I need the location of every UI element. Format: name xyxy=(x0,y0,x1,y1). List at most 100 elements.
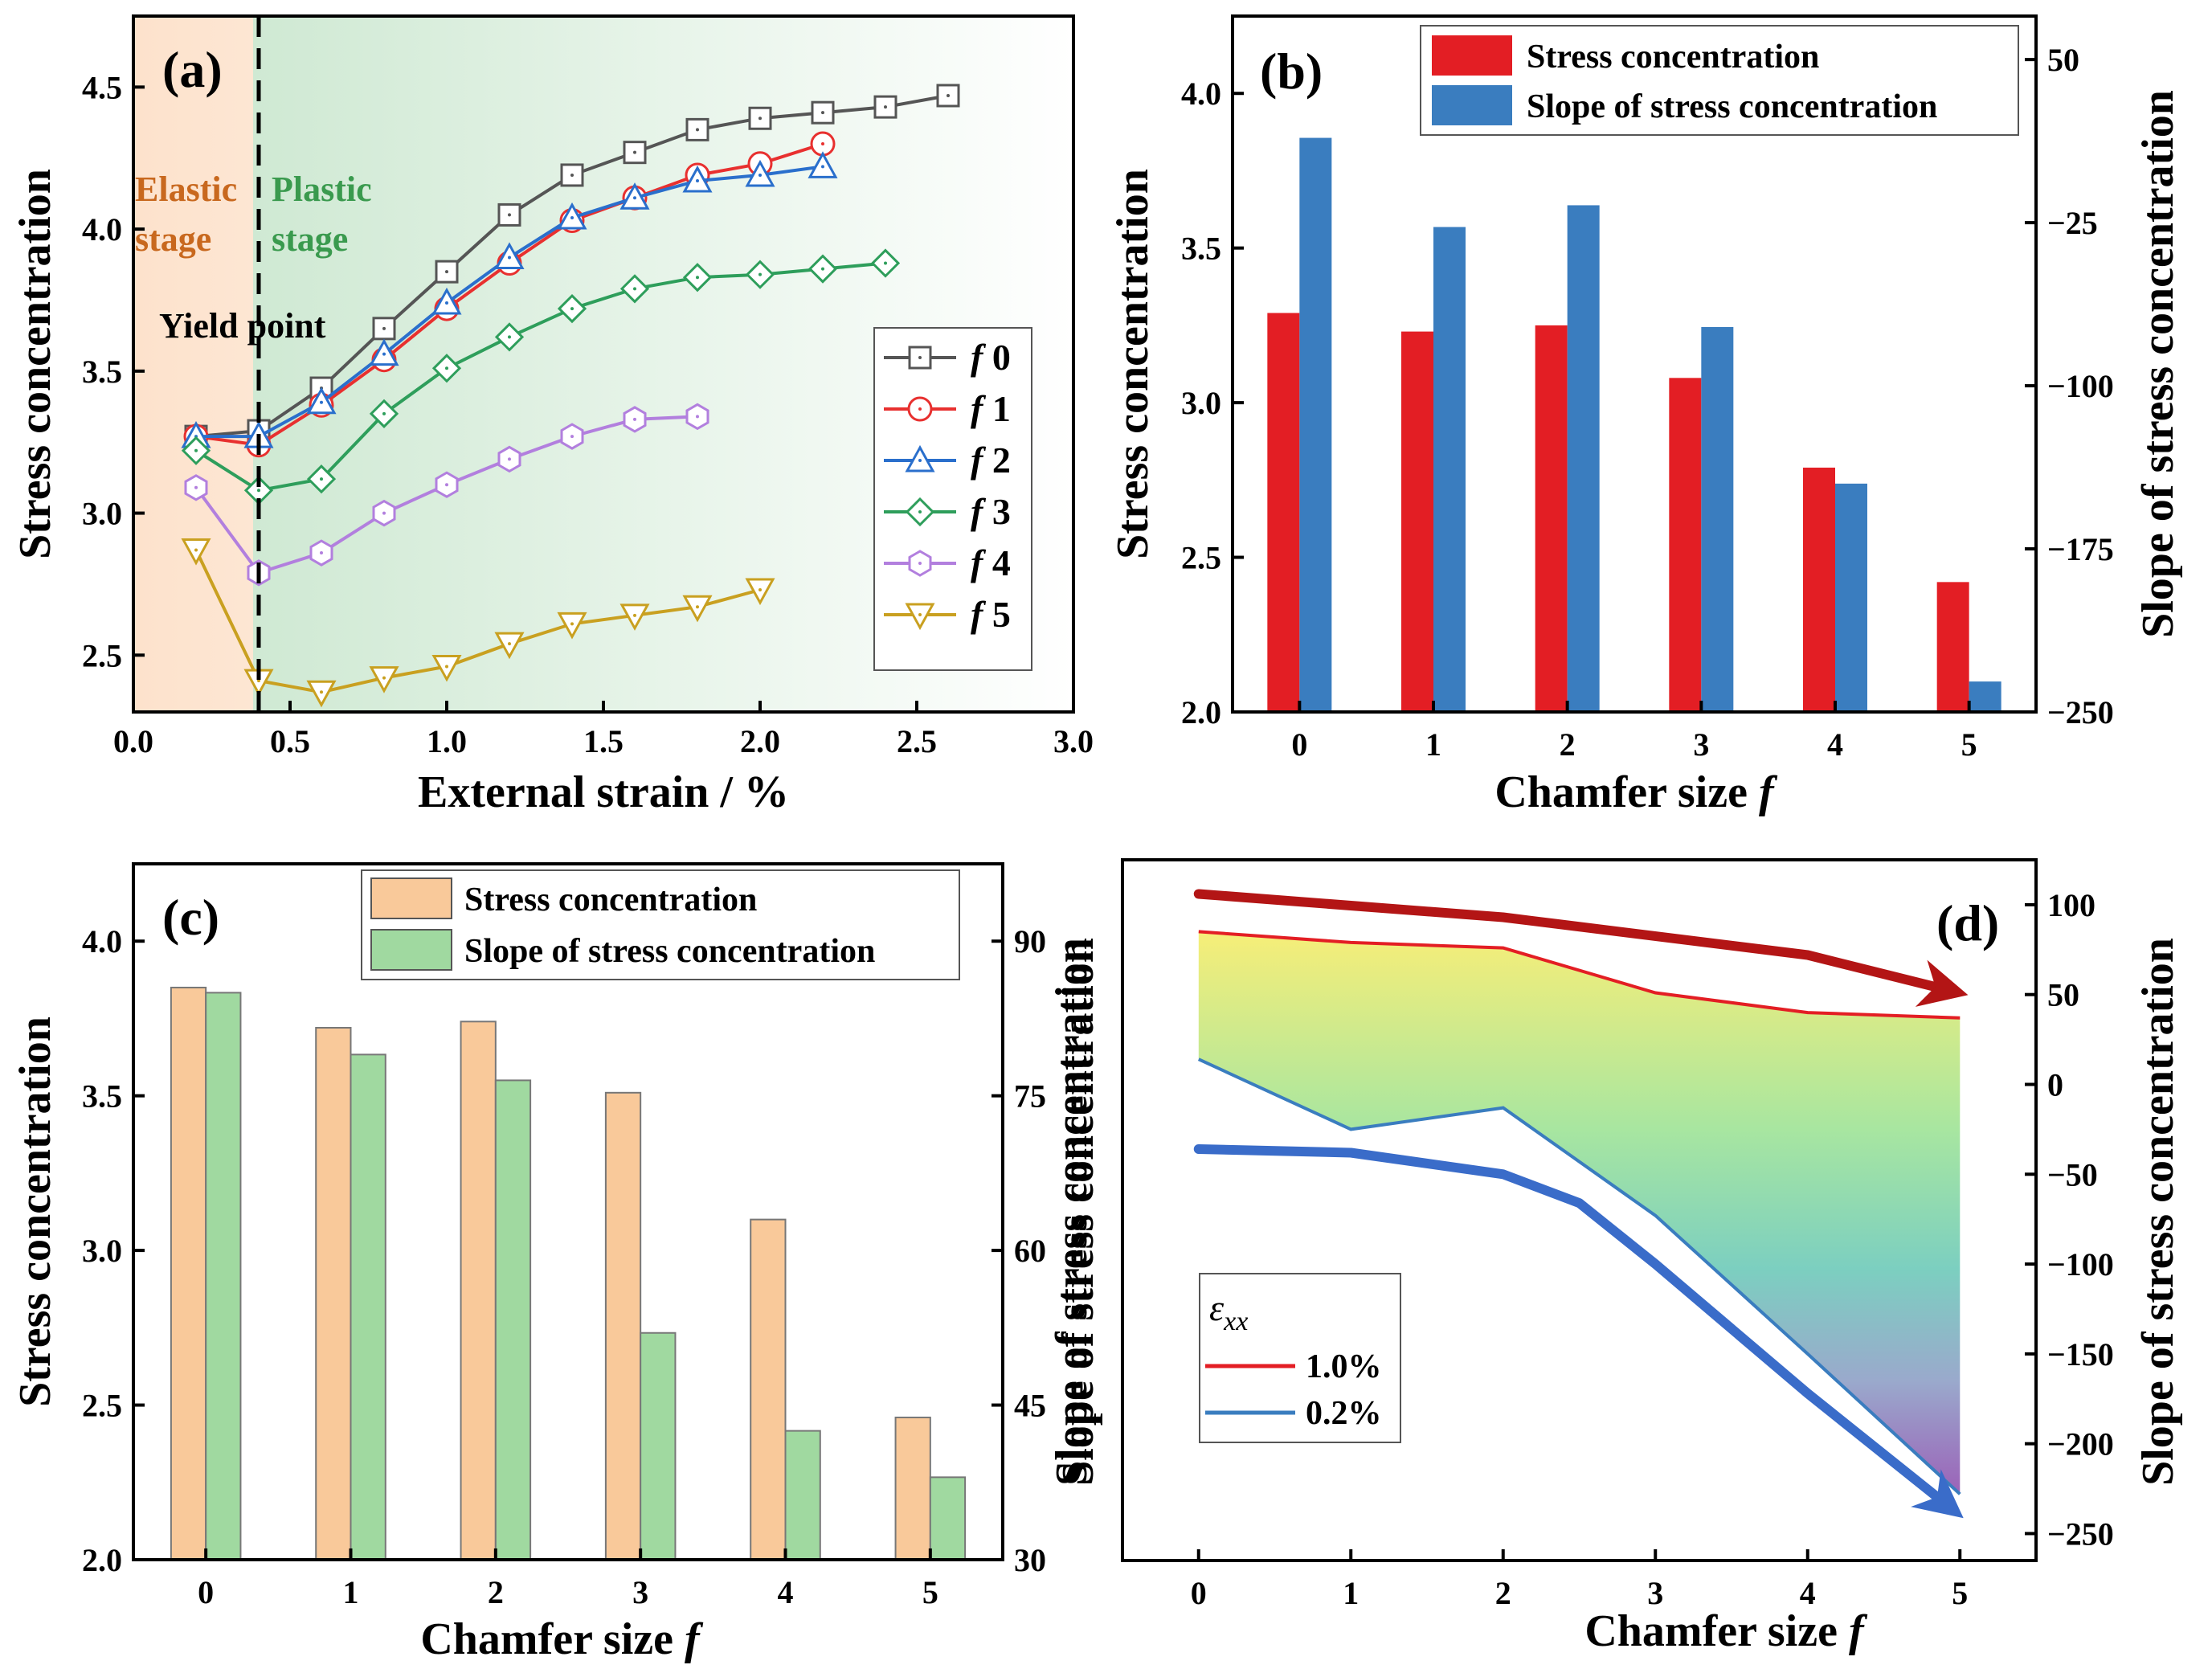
series-f3 xyxy=(181,248,901,505)
panel-c-legend-swatch-slope xyxy=(370,929,452,971)
panel-c-bar-stress-0 xyxy=(170,986,207,1561)
panel-d-ytick-right-label: −100 xyxy=(2047,1246,2114,1282)
panel-a-label: (a) xyxy=(162,41,223,98)
panel-c-ytick-right-label: 90 xyxy=(1014,923,1046,959)
panel-b-bar-slope-4 xyxy=(1835,483,1867,712)
panel-c-xtick-label: 2 xyxy=(488,1574,504,1610)
marker-center-dot xyxy=(821,165,824,169)
marker-center-dot xyxy=(570,173,574,177)
panel-a-ytick-label: 2.5 xyxy=(82,637,122,673)
marker-center-dot xyxy=(918,407,922,411)
marker-center-dot xyxy=(884,261,887,265)
panel-a-ytick-label: 3.5 xyxy=(82,354,122,390)
panel-c-xlabel: Chamfer size f xyxy=(420,1614,704,1664)
panel-c-xtick-label: 0 xyxy=(198,1574,214,1610)
panel-d-legend-title: εxx xyxy=(1209,1287,1248,1336)
panel-d-ytick-right-label: 50 xyxy=(2047,977,2079,1013)
panel-c-bar-stress-3 xyxy=(604,1091,642,1561)
panel-b-xlabel-symbol: f xyxy=(1759,767,1778,817)
panel-c-ytick-right-label: 30 xyxy=(1014,1542,1046,1578)
legend-f3-label: f 3 xyxy=(971,491,1011,532)
marker-center-dot xyxy=(445,483,448,487)
marker-center-dot xyxy=(821,267,824,271)
panel-b-xtick-label: 4 xyxy=(1827,726,1843,763)
panel-c-bar-stress-5 xyxy=(894,1416,931,1561)
panel-d-ticks: 0 1 2 3 4 5 100 50 0 −50 −100 −150 −200 −250 xyxy=(1191,887,2114,1611)
marker-center-dot xyxy=(382,511,386,515)
panel-b-frame xyxy=(1231,14,2038,714)
panel-b-bar-stress-5 xyxy=(1936,582,1969,712)
panel-d-ytick-right-label: 0 xyxy=(2047,1066,2063,1102)
panel-c-legend-box xyxy=(361,869,960,980)
panel-a-ytick-label: 4.5 xyxy=(82,69,122,105)
panel-a: 0.0 0.5 1.0 1.5 2.0 2.5 3.0 2.5 3.0 3.5 4.0 4.5 (a)… xyxy=(10,14,1094,817)
marker-center-dot xyxy=(918,562,922,565)
marker-center-dot xyxy=(821,142,824,146)
panel-b-bar-slope-3 xyxy=(1701,326,1734,712)
legend-number: 1 xyxy=(983,388,1011,429)
panel-b-legend-swatch-slope xyxy=(1432,85,1512,125)
panel-d-xtick-label: 4 xyxy=(1800,1575,1816,1611)
panel-a-xtick-label: 2.0 xyxy=(740,723,780,759)
panel-c-bar-slope-0 xyxy=(205,992,242,1561)
yield-point-label: Yield point xyxy=(159,306,326,346)
marker-center-dot xyxy=(918,613,922,616)
marker-center-dot xyxy=(633,613,636,617)
panel-d-xlabel-text: Chamfer size xyxy=(1584,1606,1838,1656)
panel-d-legend-1: 1.0% xyxy=(1306,1348,1382,1385)
panel-b-xtick-label: 1 xyxy=(1425,726,1441,763)
panel-c-bar-stress-2 xyxy=(460,1021,497,1561)
panel-b-bar-slope-0 xyxy=(1299,137,1332,713)
marker-center-dot xyxy=(633,196,636,200)
panel-a-legend-items: f 0f 1f 2f 3f 4f 5 xyxy=(884,337,1011,635)
panel-c-legend-stress: Stress concentration xyxy=(464,882,757,918)
panel-d-arrow-lower-trend xyxy=(1193,1143,1964,1519)
panel-b-label: (b) xyxy=(1260,43,1323,100)
panel-d-legend-title-sub: xx xyxy=(1223,1307,1248,1336)
panel-a-legend: f 0f 1f 2f 3f 4f 5 xyxy=(873,327,1032,671)
panel-b-ytick-label: 2.0 xyxy=(1181,694,1221,730)
panel-c-ytick-label: 2.0 xyxy=(82,1542,122,1578)
marker-center-dot xyxy=(758,117,762,121)
marker-center-dot xyxy=(570,307,574,311)
panel-d-xtick-label: 2 xyxy=(1495,1575,1511,1611)
panel-d-arrow-upper-trend xyxy=(1193,889,1969,1007)
marker-center-dot xyxy=(947,93,950,97)
plastic-stage-line2: stage xyxy=(272,219,348,259)
panel-c-xlabel-text: Chamfer size xyxy=(420,1614,673,1664)
panel-b-legend-box xyxy=(1420,25,2019,136)
panel-c-ytick-label: 3.5 xyxy=(82,1078,122,1115)
panel-b-bar-slope-5 xyxy=(1969,681,2001,712)
legend-symbol: f xyxy=(971,388,987,429)
panel-d-legend-title-epsilon: ε xyxy=(1209,1287,1225,1328)
marker-center-dot xyxy=(445,665,448,669)
panel-b-xlabel-text: Chamfer size xyxy=(1494,767,1748,817)
panel-b-bar-stress-0 xyxy=(1267,313,1300,712)
panel-a-xtick-label: 3.0 xyxy=(1053,723,1094,759)
marker-center-dot xyxy=(918,356,922,359)
panel-b-bar-stress-2 xyxy=(1535,325,1568,712)
marker-center-dot xyxy=(194,548,198,552)
panel-d-xlabel-symbol: f xyxy=(1849,1606,1868,1656)
panel-d-ylabel-right: Slope of stress concentration xyxy=(2133,938,2183,1486)
marker-center-dot xyxy=(758,173,762,177)
marker-center-dot xyxy=(320,690,323,694)
marker-center-dot xyxy=(696,276,699,280)
marker-center-dot xyxy=(821,111,824,115)
panel-b-legend-swatch-stress xyxy=(1432,35,1512,76)
marker-center-dot xyxy=(382,352,386,356)
marker-center-dot xyxy=(194,448,198,452)
panel-c-xtick-label: 1 xyxy=(343,1574,359,1610)
panel-b-xtick-label: 3 xyxy=(1693,726,1709,763)
panel-b-xtick-label: 5 xyxy=(1961,726,1977,763)
panel-a-series xyxy=(181,84,960,708)
panel-c-xtick-label: 5 xyxy=(922,1574,938,1610)
panel-c-frame xyxy=(132,862,1004,1561)
series-f2 xyxy=(181,151,838,448)
panel-c-bar-slope-2 xyxy=(494,1079,532,1561)
panel-d-label: (d) xyxy=(1936,894,1999,951)
marker-center-dot xyxy=(918,510,922,513)
elastic-stage-label: Elastic stage xyxy=(135,170,246,259)
legend-symbol: f xyxy=(971,594,987,635)
